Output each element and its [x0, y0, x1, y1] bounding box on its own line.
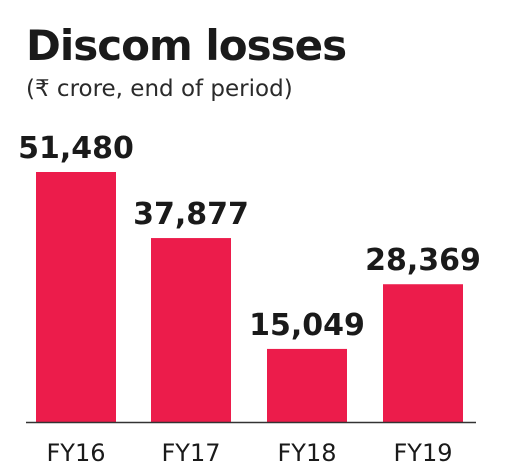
- bar-fy17: [151, 238, 231, 422]
- bar-fy19: [383, 284, 463, 422]
- bar-fy16: [36, 172, 116, 422]
- value-label-fy16: 51,480: [18, 131, 134, 166]
- category-label-fy17: FY17: [161, 439, 220, 467]
- category-labels-group: FY16 FY17 FY18 FY19: [46, 439, 452, 467]
- chart-title: Discom losses: [26, 21, 347, 70]
- value-label-fy17: 37,877: [133, 197, 249, 232]
- bar-fy18: [267, 348, 347, 422]
- category-label-fy18: FY18: [277, 439, 336, 467]
- value-label-fy19: 28,369: [365, 243, 481, 278]
- value-label-fy18: 15,049: [249, 308, 365, 343]
- chart-subtitle: (₹ crore, end of period): [26, 76, 293, 102]
- bars-group: [36, 172, 463, 422]
- category-label-fy19: FY19: [393, 439, 452, 467]
- category-label-fy16: FY16: [46, 439, 105, 467]
